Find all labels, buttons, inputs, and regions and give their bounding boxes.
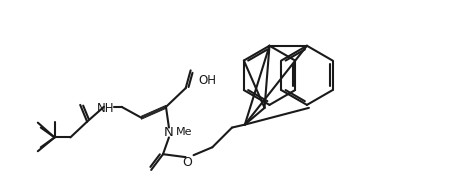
Text: NH: NH bbox=[97, 102, 114, 115]
Text: O: O bbox=[183, 156, 192, 168]
Text: N: N bbox=[164, 126, 174, 139]
Text: Me: Me bbox=[176, 128, 192, 137]
Text: OH: OH bbox=[198, 74, 216, 87]
